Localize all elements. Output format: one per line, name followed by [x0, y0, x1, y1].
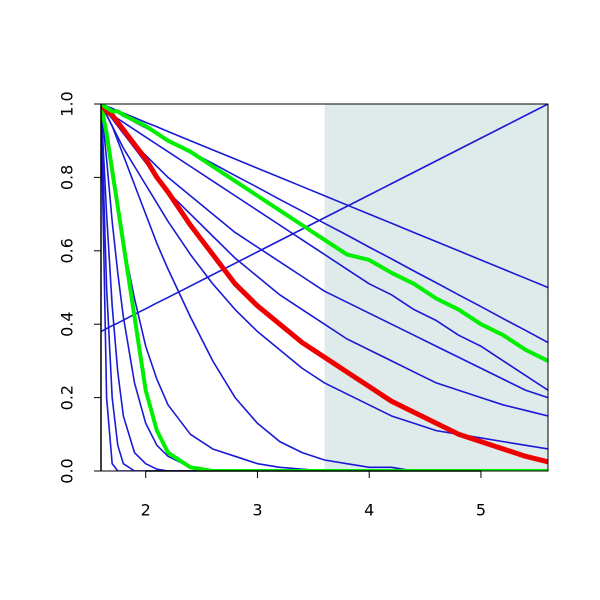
series-line: [101, 104, 548, 471]
x-tick-label: 2: [141, 501, 151, 520]
series-line: [101, 104, 548, 363]
y-tick-label: 0.2: [58, 385, 77, 410]
series-line: [101, 104, 548, 391]
series-line: [101, 104, 548, 471]
x-tick-label: 3: [252, 501, 262, 520]
series-line: [101, 104, 548, 471]
series-line: [101, 104, 548, 465]
y-tick-label: 1.0: [58, 91, 77, 116]
y-tick-label: 0.0: [58, 458, 77, 483]
y-tick-label: 0.8: [58, 165, 77, 190]
plot-lines: [101, 104, 548, 471]
series-line: [101, 104, 548, 471]
highlight-region: [324, 104, 548, 471]
x-tick-label: 5: [476, 501, 486, 520]
series-line: [101, 104, 548, 471]
y-tick-label: 0.4: [58, 311, 77, 336]
y-tick-label: 0.6: [58, 238, 77, 263]
series-line: [101, 104, 548, 333]
x-tick-label: 4: [364, 501, 374, 520]
